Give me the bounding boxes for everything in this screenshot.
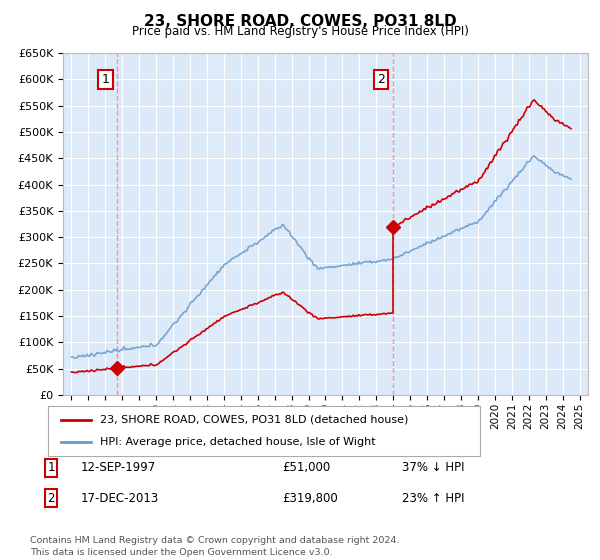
Text: 23, SHORE ROAD, COWES, PO31 8LD (detached house): 23, SHORE ROAD, COWES, PO31 8LD (detache… bbox=[100, 414, 408, 424]
Text: £51,000: £51,000 bbox=[282, 461, 330, 474]
Text: 1: 1 bbox=[47, 461, 55, 474]
Text: HPI: Average price, detached house, Isle of Wight: HPI: Average price, detached house, Isle… bbox=[100, 437, 376, 447]
Text: 23, SHORE ROAD, COWES, PO31 8LD: 23, SHORE ROAD, COWES, PO31 8LD bbox=[143, 14, 457, 29]
Text: 2: 2 bbox=[377, 73, 385, 86]
Text: 37% ↓ HPI: 37% ↓ HPI bbox=[402, 461, 464, 474]
Text: 1: 1 bbox=[101, 73, 109, 86]
Text: £319,800: £319,800 bbox=[282, 492, 338, 505]
Text: 23% ↑ HPI: 23% ↑ HPI bbox=[402, 492, 464, 505]
Text: Contains HM Land Registry data © Crown copyright and database right 2024.
This d: Contains HM Land Registry data © Crown c… bbox=[30, 536, 400, 557]
Text: Price paid vs. HM Land Registry's House Price Index (HPI): Price paid vs. HM Land Registry's House … bbox=[131, 25, 469, 38]
Text: 12-SEP-1997: 12-SEP-1997 bbox=[81, 461, 156, 474]
Text: 17-DEC-2013: 17-DEC-2013 bbox=[81, 492, 159, 505]
Text: 2: 2 bbox=[47, 492, 55, 505]
